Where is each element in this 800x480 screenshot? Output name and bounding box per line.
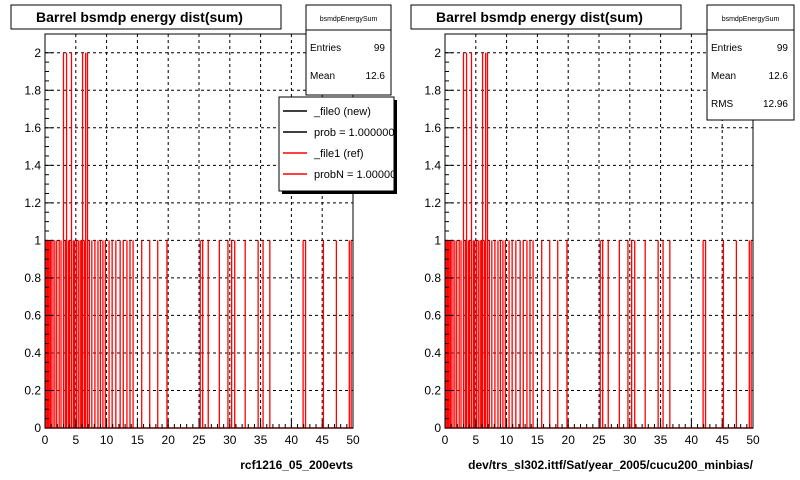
legend-entry: prob = 1.000000 [314, 127, 394, 139]
axis-ticks [444, 52, 754, 429]
stats-box-frame [706, 4, 795, 121]
y-tick-label: 0.4 [424, 346, 441, 360]
stats-box: bsmdpEnergySum Entries 99 Mean 12.6 RMS 12.96 [706, 4, 795, 121]
legend-frame [278, 96, 395, 192]
x-axis-label: dev/trs_sl302.ittf/Sat/year_2005/cucu200… [468, 458, 753, 472]
y-tick-label: 0.6 [24, 308, 41, 322]
y-tick-label: 1.6 [424, 121, 441, 135]
y-tick-label: 2 [434, 46, 441, 60]
x-tick-label: 0 [42, 433, 49, 447]
histogram-series [45, 52, 353, 429]
stats-value: 99 [777, 43, 789, 54]
y-tick-label: 2 [34, 46, 41, 60]
x-tick-label: 15 [131, 433, 145, 447]
x-tick-label: 0 [442, 433, 449, 447]
histogram-panel-1: 0 5 10 15 20 25 30 35 40 45 50 0 0.2 0.4 0.6 0.8 1 1.2 1.4… [10, 4, 402, 472]
x-tick-label: 5 [72, 433, 79, 447]
stats-label: Entries [711, 43, 742, 54]
x-tick-label: 45 [716, 433, 730, 447]
x-tick-label: 20 [562, 433, 576, 447]
y-tick-label: 0.8 [424, 271, 441, 285]
x-tick-label: 10 [500, 433, 514, 447]
y-tick-label: 1.8 [24, 83, 41, 97]
x-tick-label: 30 [623, 433, 637, 447]
stats-box-frame [305, 4, 392, 96]
x-tick-label: 35 [654, 433, 668, 447]
stats-value: 12.6 [366, 71, 386, 82]
y-tick-label: 0.2 [424, 383, 441, 397]
legend-entry: _file1 (ref) [313, 148, 364, 160]
x-tick-label: 40 [685, 433, 699, 447]
stats-value: 12.96 [763, 99, 788, 110]
title-box [10, 4, 282, 30]
stats-label: Mean [711, 71, 736, 82]
x-tick-label: 25 [592, 433, 606, 447]
x-tick-label: 50 [346, 433, 360, 447]
x-tick-label: 25 [192, 433, 206, 447]
stats-label: RMS [711, 99, 734, 110]
stats-value: 99 [374, 43, 386, 54]
y-tick-label: 0 [434, 421, 441, 435]
chart-title: Barrel bsmdp energy dist(sum) [436, 9, 643, 25]
x-tick-label: 5 [472, 433, 479, 447]
y-tick-label: 1.2 [24, 196, 41, 210]
stats-box: bsmdpEnergySum Entries 99 Mean 12.6 [305, 4, 392, 96]
x-tick-label: 20 [162, 433, 176, 447]
title-box [410, 4, 682, 30]
stats-label: Entries [310, 43, 341, 54]
x-tick-label: 10 [100, 433, 114, 447]
stats-value: 12.6 [769, 71, 789, 82]
x-tick-label: 15 [531, 433, 545, 447]
histogram-panel-2: 0 5 10 15 20 25 30 35 40 45 50 0 0.2 0.4 0.6 0.8 1 1.2 1.4… [410, 4, 795, 472]
legend: _file0 (new) prob = 1.000000 _file1 (ref) p… [278, 96, 402, 194]
legend-entry: _file0 (new) [313, 106, 371, 118]
legend-entry: probN = 1.000000 [314, 169, 402, 181]
y-tick-label: 0.4 [24, 346, 41, 360]
x-tick-label: 40 [285, 433, 299, 447]
axis-ticks [44, 52, 354, 429]
y-tick-label: 1.8 [424, 83, 441, 97]
y-tick-label: 1.2 [424, 196, 441, 210]
x-axis-label: rcf1216_05_200evts [240, 458, 353, 472]
y-tick-label: 1 [34, 233, 41, 247]
y-tick-label: 1 [434, 233, 441, 247]
y-tick-label: 1.4 [24, 158, 41, 172]
y-tick-label: 0 [34, 421, 41, 435]
y-tick-label: 1.6 [24, 121, 41, 135]
y-tick-label: 0.6 [424, 308, 441, 322]
x-tick-label: 35 [254, 433, 268, 447]
stats-name: bsmdpEnergySum [722, 16, 780, 23]
stats-label: Mean [310, 71, 335, 82]
y-tick-label: 1.4 [424, 158, 441, 172]
x-tick-label: 45 [316, 433, 330, 447]
y-tick-label: 0.2 [24, 383, 41, 397]
stats-name: bsmdpEnergySum [320, 16, 378, 23]
y-tick-label: 0.8 [24, 271, 41, 285]
x-tick-label: 30 [223, 433, 237, 447]
chart-title: Barrel bsmdp energy dist(sum) [36, 9, 243, 25]
x-tick-label: 50 [746, 433, 760, 447]
